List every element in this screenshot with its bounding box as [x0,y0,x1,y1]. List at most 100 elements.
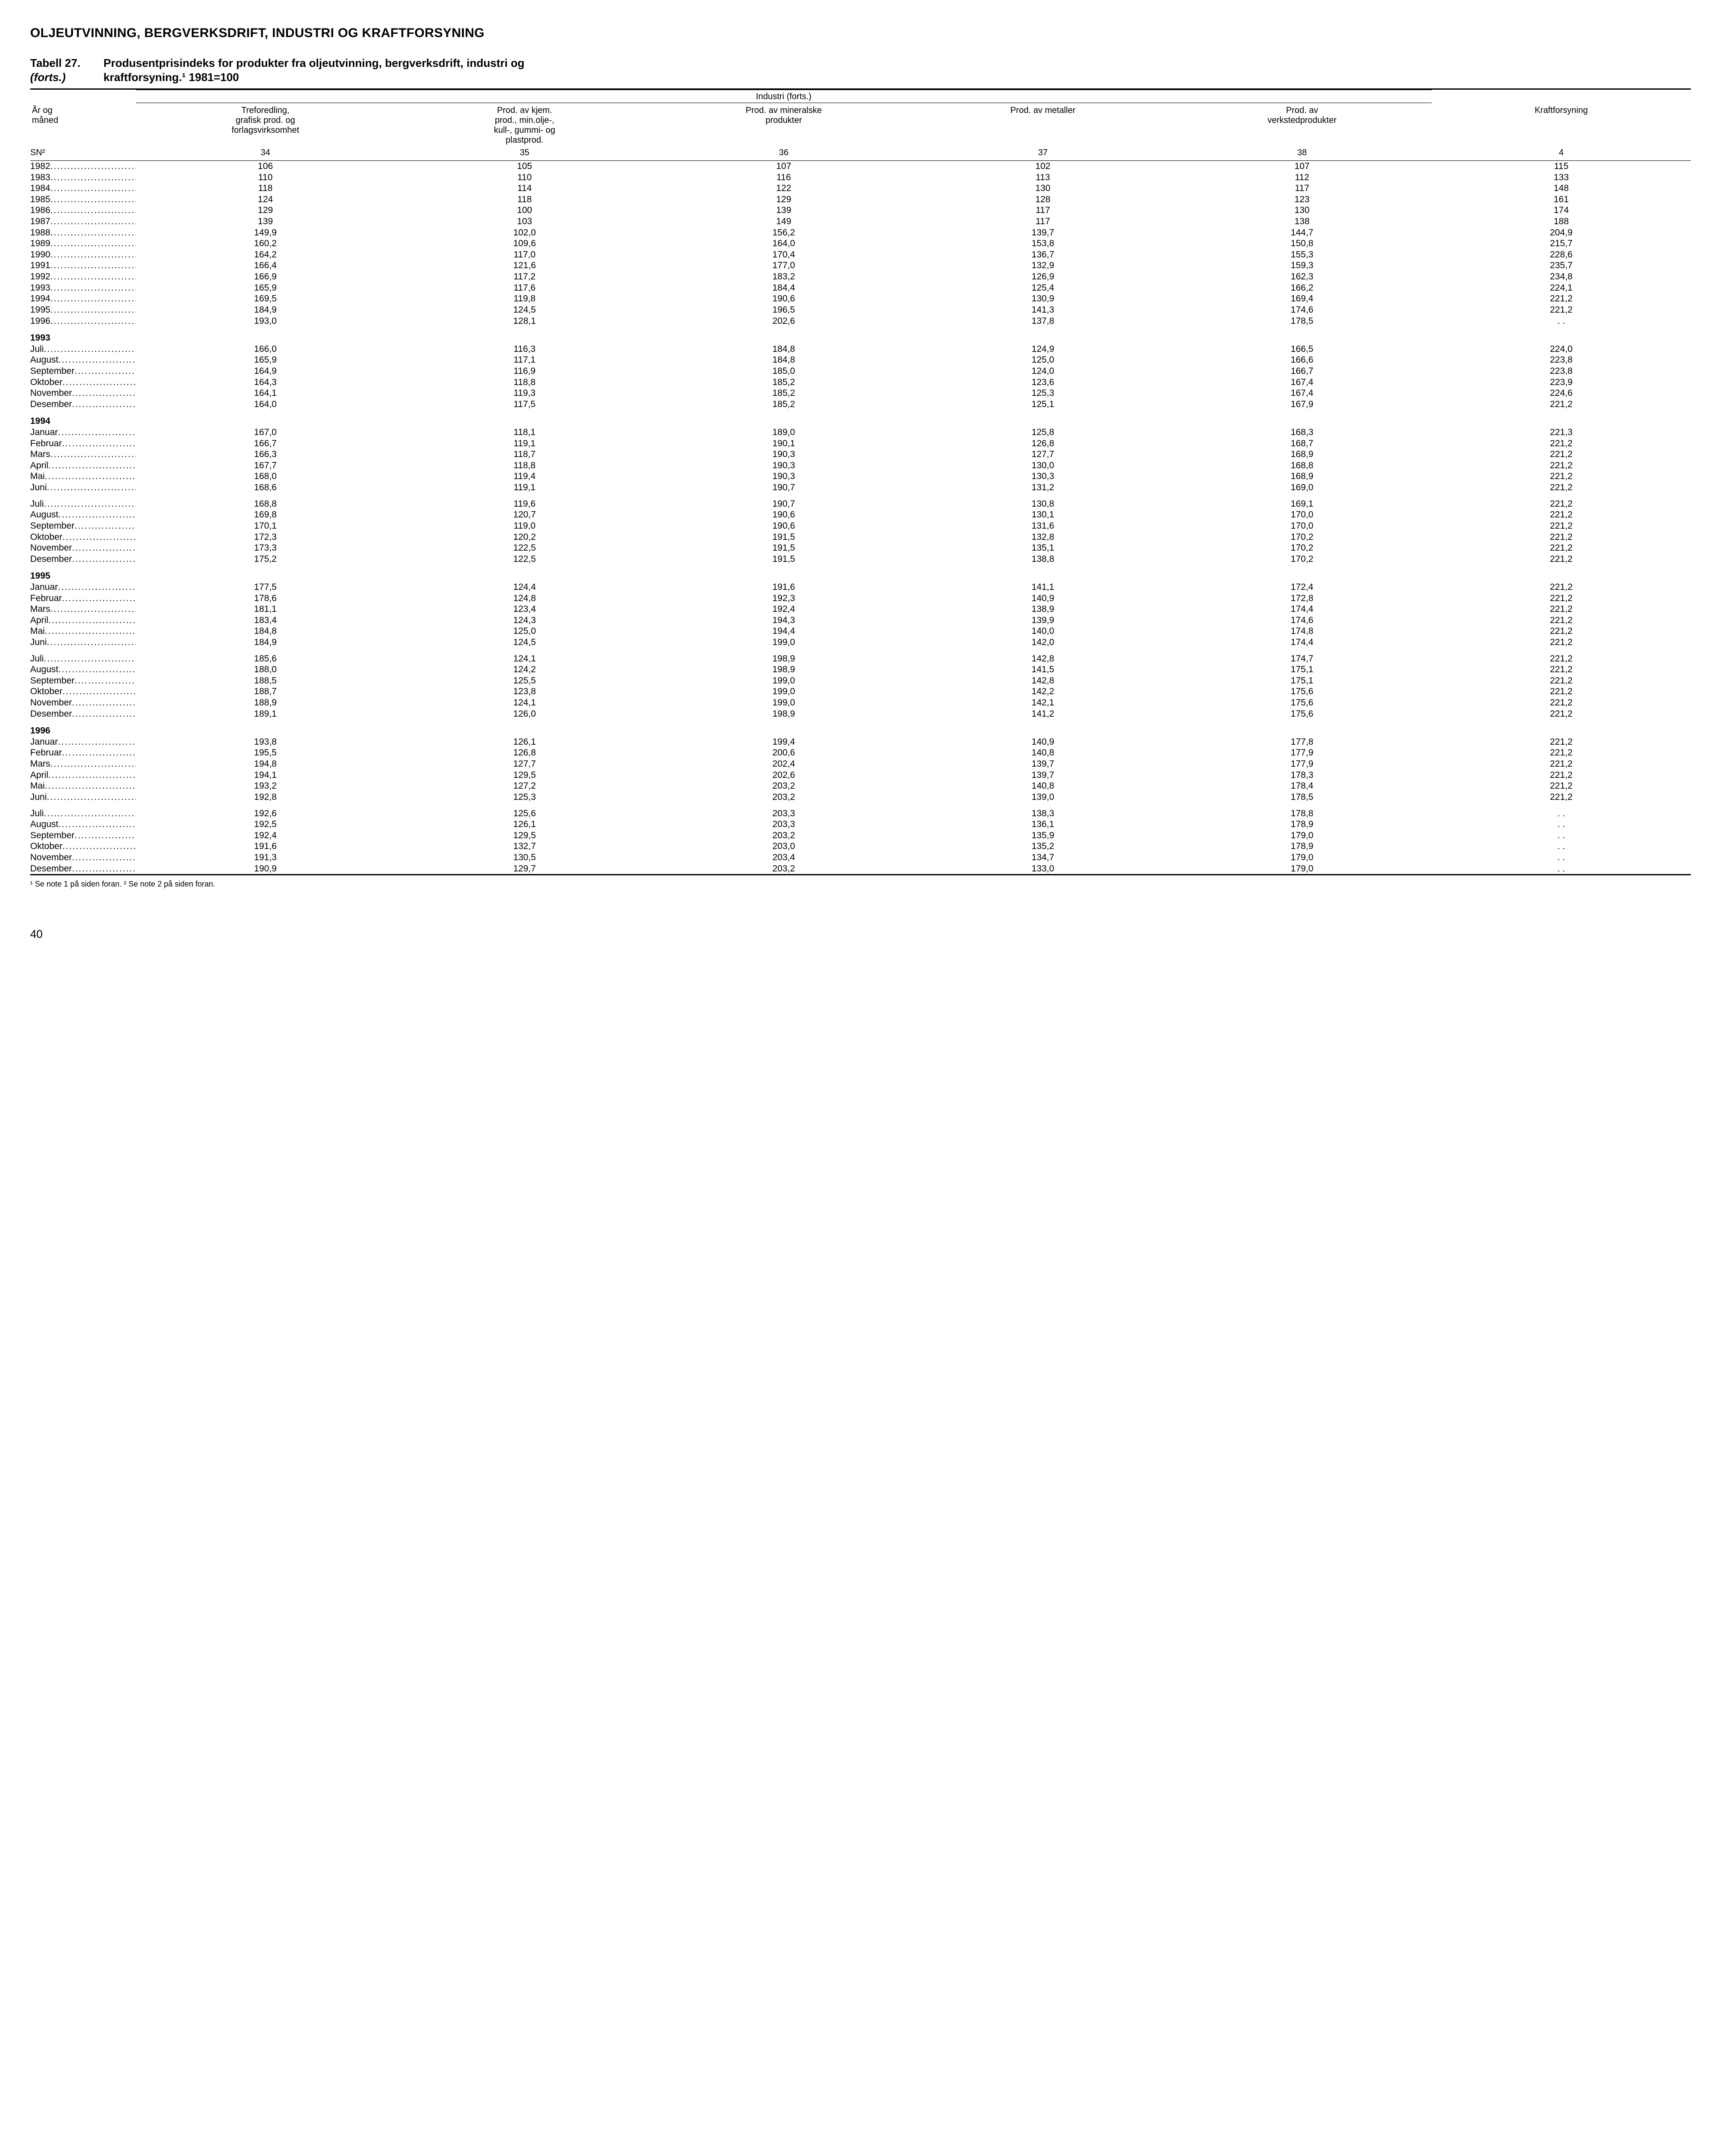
row-label: Mars [30,604,136,615]
cell: 150,8 [1173,238,1432,249]
row-label: August [30,354,136,366]
cell: 130,9 [913,293,1172,304]
cell: 124,9 [913,344,1172,355]
cell: 166,0 [136,344,395,355]
cell: 178,8 [1173,808,1432,819]
row-label: April [30,615,136,626]
cell: 221,2 [1432,532,1691,543]
cell: 129 [136,205,395,216]
cell: 221,2 [1432,520,1691,532]
stub-head: År og måned [30,103,136,147]
cell: 221,2 [1432,449,1691,460]
cell: 221,2 [1432,554,1691,565]
cell: 130 [913,183,1172,194]
table-row: Mars181,1123,4192,4138,9174,4221,2 [30,604,1691,615]
table-row: September188,5125,5199,0142,8175,1221,2 [30,675,1691,686]
cell: 124,5 [395,637,654,648]
row-label: September [30,520,136,532]
row-label: Oktober [30,532,136,543]
row-label: Juli [30,344,136,355]
cell: 132,8 [913,532,1172,543]
row-label: Oktober [30,686,136,697]
cell: 139,7 [913,227,1172,238]
cell: 124,0 [913,366,1172,377]
table-row: Februar195,5126,8200,6140,8177,9221,2 [30,747,1691,758]
cell: . . [1432,852,1691,863]
cell: 133,0 [913,863,1172,874]
cell: 141,5 [913,664,1172,675]
row-label: 1984 [30,183,136,194]
cell: 169,8 [136,509,395,520]
cell: 162,3 [1173,271,1432,282]
cell: 139 [136,216,395,227]
table-caption: Tabell 27. (forts.) Produsentprisindeks … [30,56,1691,84]
cell: 141,2 [913,708,1172,720]
cell: 117,2 [395,271,654,282]
cell: 124 [136,194,395,205]
table-row: Juni168,6119,1190,7131,2169,0221,2 [30,482,1691,493]
table-row: Desember190,9129,7203,2133,0179,0. . [30,863,1691,874]
sn-code-5: 4 [1432,147,1691,160]
cell: 221,2 [1432,664,1691,675]
cell: 110 [136,172,395,183]
row-label: November [30,542,136,554]
cell: 192,4 [136,830,395,841]
cell: 169,4 [1173,293,1432,304]
cell: 170,4 [654,249,913,260]
table-row: April183,4124,3194,3139,9174,6221,2 [30,615,1691,626]
cell: 144,7 [1173,227,1432,238]
cell: 127,7 [395,758,654,770]
cell: 188,0 [136,664,395,675]
cell: 164,9 [136,366,395,377]
cell: 170,0 [1173,509,1432,520]
cell: 221,2 [1432,708,1691,720]
row-label: 1982 [30,161,136,172]
table-row: Mars166,3118,7190,3127,7168,9221,2 [30,449,1691,460]
table-row: Desember189,1126,0198,9141,2175,6221,2 [30,708,1691,720]
sn-label: SN² [30,147,136,160]
cell: . . [1432,819,1691,830]
cell: 135,9 [913,830,1172,841]
cell: 190,9 [136,863,395,874]
cell: 178,3 [1173,770,1432,781]
cell: 192,5 [136,819,395,830]
col-head-0: Treforedling,grafisk prod. ogforlagsvirk… [136,103,395,147]
row-label: Desember [30,863,136,874]
cell: 191,5 [654,532,913,543]
table-row: 1982106105107102107115 [30,161,1691,172]
cell: 119,4 [395,471,654,482]
cell: 124,1 [395,653,654,664]
row-label: Oktober [30,377,136,388]
cell: 174,4 [1173,604,1432,615]
cell: 117 [913,205,1172,216]
table-row: 1991166,4121,6177,0132,9159,3235,7 [30,260,1691,271]
cell: 140,9 [913,736,1172,748]
cell: 221,2 [1432,438,1691,449]
group-title: 1994 [30,410,1691,427]
cell: 141,3 [913,304,1172,316]
cell: 135,2 [913,841,1172,852]
cell: 118,8 [395,377,654,388]
cell: . . [1432,316,1691,327]
table-row: November164,1119,3185,2125,3167,4224,6 [30,388,1691,399]
cell: 141,1 [913,582,1172,593]
row-label: Juli [30,498,136,510]
cell: 167,0 [136,427,395,438]
table-row: September164,9116,9185,0124,0166,7223,8 [30,366,1691,377]
cell: 190,7 [654,482,913,493]
cell: 117 [1173,183,1432,194]
cell: 127,7 [913,449,1172,460]
cell: 125,8 [913,427,1172,438]
cell: 190,3 [654,460,913,471]
cell: 174,7 [1173,653,1432,664]
cell: 168,3 [1173,427,1432,438]
cell: 221,2 [1432,770,1691,781]
cell: 221,2 [1432,582,1691,593]
cell: 107 [1173,161,1432,172]
cell: 224,1 [1432,282,1691,294]
cell: 223,8 [1432,354,1691,366]
cell: 221,2 [1432,626,1691,637]
cell: 129,5 [395,830,654,841]
cell: 132,7 [395,841,654,852]
cell: 174,8 [1173,626,1432,637]
